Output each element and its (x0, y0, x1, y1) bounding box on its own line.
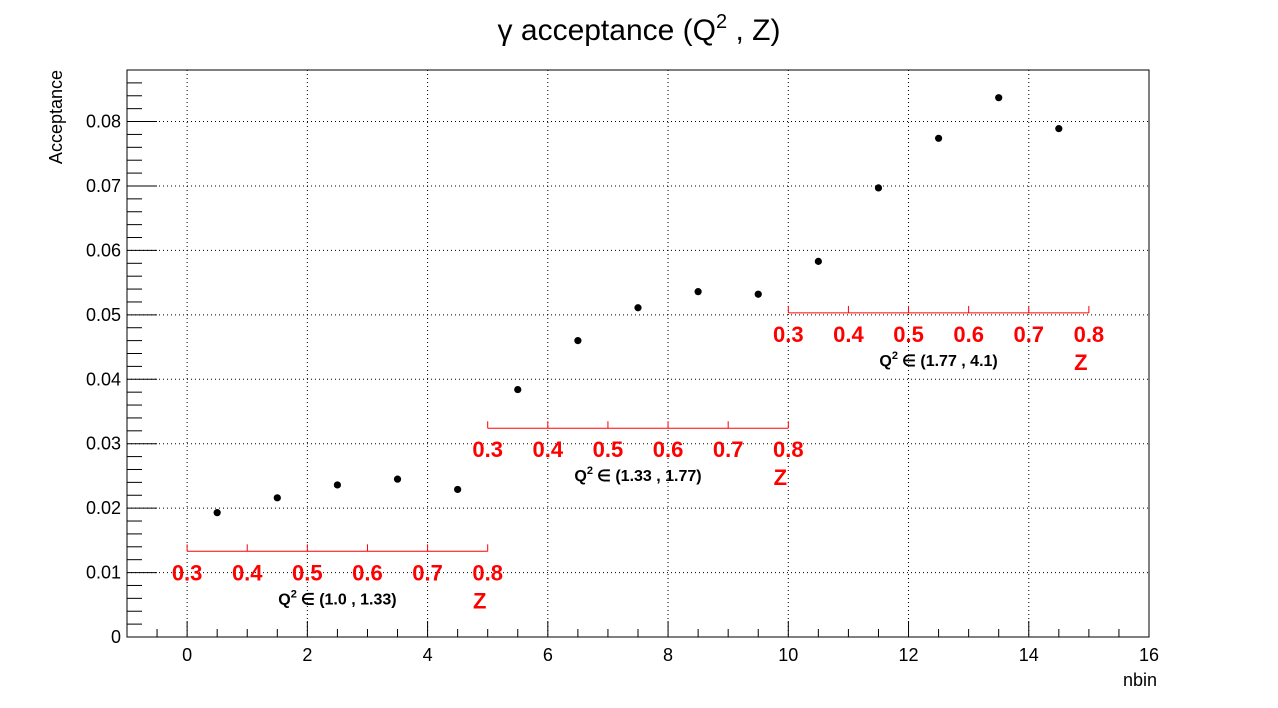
z-tick-label: 0.6 (352, 560, 383, 585)
z-tick-label: 0.7 (412, 560, 443, 585)
z-tick-label: 0.8 (773, 437, 804, 462)
q2-superscript: 2 (291, 588, 297, 600)
data-point (273, 494, 281, 502)
z-tick-label: 0.7 (713, 437, 744, 462)
x-axis-title: nbin (1123, 670, 1157, 690)
data-point (454, 485, 462, 494)
y-tick-label: 0.07 (86, 176, 121, 196)
y-tick-label: 0.03 (86, 434, 121, 454)
y-axis-title: Acceptance (46, 70, 66, 164)
y-tick-label: 0.08 (86, 112, 121, 132)
data-point (393, 475, 402, 483)
data-point (754, 290, 762, 298)
q2-symbol: Q (278, 591, 290, 608)
data-point (995, 94, 1003, 102)
chart-title: γ acceptance (Q2 , Z) (498, 11, 781, 47)
z-tick-label: 0.3 (472, 437, 503, 462)
x-tick-label: 12 (899, 645, 919, 665)
x-tick-label: 0 (182, 645, 192, 665)
chart-title-superscript: 2 (716, 11, 727, 33)
data-point (1055, 125, 1063, 133)
y-tick-label: 0 (111, 627, 121, 647)
data-point (934, 134, 943, 142)
z-tick-label: 0.4 (533, 437, 564, 462)
z-tick-label: 0.7 (1013, 322, 1044, 347)
q2-symbol: Q (574, 468, 586, 485)
z-tick-label: 0.6 (953, 322, 984, 347)
z-axis-title: Z (1074, 350, 1087, 375)
y-tick-label: 0.05 (86, 305, 121, 325)
chart-title-main: γ acceptance (Q (498, 14, 716, 47)
grid (127, 70, 1149, 637)
data-point (213, 509, 221, 517)
z-tick-label: 0.4 (232, 560, 263, 585)
x-tick-label: 6 (543, 645, 553, 665)
data-point (874, 184, 883, 192)
q2-range-label: Q2 ∈ (1.0 , 1.33) (278, 588, 396, 608)
z-tick-label: 0.5 (292, 560, 323, 585)
x-tick-label: 16 (1139, 645, 1159, 665)
chart-title-tail: , Z) (727, 14, 780, 47)
z-tick-label: 0.5 (593, 437, 624, 462)
z-axis-group: 0.3 0.4 0.5 0.6 0.7 0.8 Z Q2 ∈ (1.0 , 1.33) (172, 544, 503, 613)
data-point (814, 257, 822, 265)
data-point (694, 288, 702, 296)
z-axis-title: Z (473, 588, 486, 613)
data-point (514, 385, 522, 394)
y-tick-label: 0.02 (86, 498, 121, 518)
data-points (213, 94, 1063, 517)
axes: 0 2 4 6 8 10 12 14 16 0 0.01 0.02 0.03 0.04 0.05 0.06 0.… (86, 69, 1159, 665)
x-tick-label: 14 (1019, 645, 1039, 665)
q2-symbol: Q (879, 353, 891, 370)
data-point (634, 304, 642, 312)
y-tick-label: 0.04 (86, 369, 121, 389)
z-axis-title: Z (774, 465, 787, 490)
x-tick-label: 8 (663, 645, 673, 665)
x-tick-label: 4 (423, 645, 433, 665)
q2-superscript: 2 (892, 350, 898, 362)
z-tick-label: 0.8 (1074, 322, 1105, 347)
z-tick-label: 0.4 (833, 322, 864, 347)
data-point (333, 481, 342, 489)
z-tick-label: 0.3 (773, 322, 804, 347)
data-point (574, 337, 582, 345)
q2-range-label: Q2 ∈ (1.33 , 1.77) (574, 465, 701, 485)
q2-superscript: 2 (587, 465, 593, 477)
z-axis-group: 0.3 0.4 0.5 0.6 0.7 0.8 Z Q2 ∈ (1.33 , 1.77) (472, 421, 804, 490)
x-tick-label: 2 (302, 645, 312, 665)
y-tick-label: 0.06 (86, 240, 121, 260)
q2-range-label: Q2 ∈ (1.77 , 4.1) (879, 350, 997, 370)
q2-range: ∈ (1.0 , 1.33) (301, 591, 397, 608)
z-tick-label: 0.8 (472, 560, 503, 585)
z-tick-label: 0.3 (172, 560, 203, 585)
z-tick-label: 0.5 (893, 322, 924, 347)
q2-range: ∈ (1.33 , 1.77) (597, 468, 702, 485)
y-tick-label: 0.01 (86, 563, 121, 583)
z-axis-group: 0.3 0.4 0.5 0.6 0.7 0.8 Z Q2 ∈ (1.77 , 4.1) (773, 305, 1105, 375)
x-tick-label: 10 (778, 645, 798, 665)
z-tick-label: 0.6 (653, 437, 684, 462)
q2-range: ∈ (1.77 , 4.1) (902, 353, 998, 370)
